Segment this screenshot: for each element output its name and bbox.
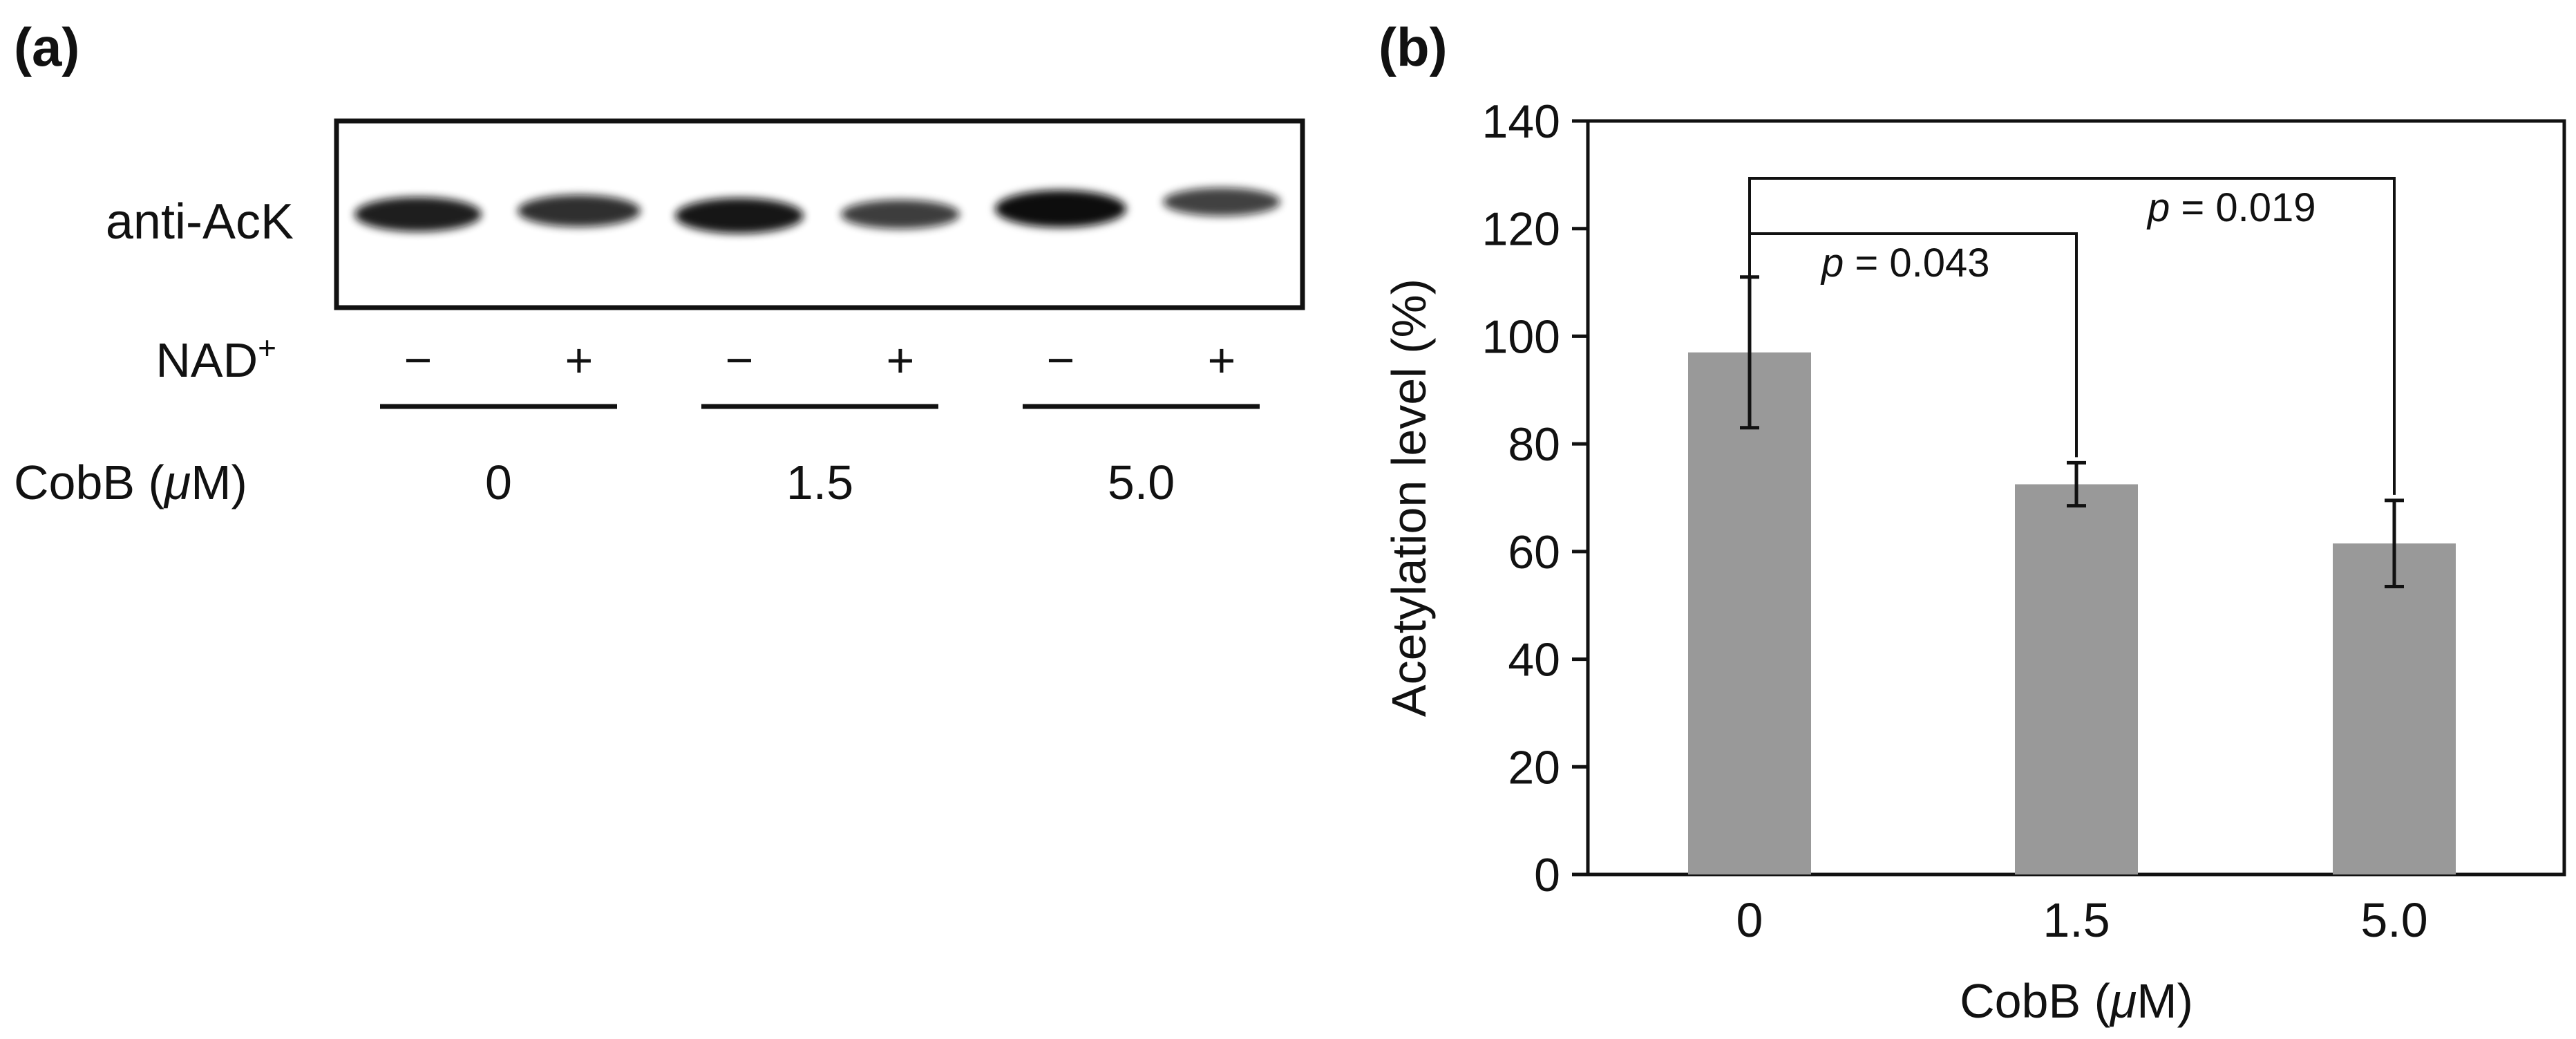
nad-sign-lane-4: + [887, 333, 915, 387]
x-tick-label-3: 5.0 [2360, 893, 2427, 947]
p-value-label-1: p = 0.043 [1820, 241, 1990, 286]
nad-sign-lane-6: + [1208, 333, 1236, 387]
y-tick-label-0: 0 [1534, 849, 1560, 901]
concentration-label-1: 0 [485, 456, 512, 509]
y-tick-label-40: 40 [1508, 634, 1560, 686]
significance-brackets: p = 0.043 p = 0.019 [1748, 177, 2396, 495]
band-lane-5 [995, 190, 1126, 227]
y-tick-label-120: 120 [1482, 203, 1560, 256]
nad-sign-lane-1: − [404, 333, 433, 387]
significance-bracket-2 [1748, 177, 2396, 495]
y-tick-label-100: 100 [1482, 310, 1560, 363]
bar-0 [1688, 352, 1811, 874]
y-tick-label-60: 60 [1508, 526, 1560, 579]
band-lane-4 [841, 199, 960, 230]
x-axis-label: CobB (μM) [1960, 974, 2193, 1028]
concentration-row: 0 1.5 5.0 [485, 456, 1175, 509]
panel-a-label: (a) [14, 17, 79, 77]
nad-sign-row: − + − + − + [404, 333, 1236, 387]
band-lane-1 [354, 196, 482, 232]
band-lane-6 [1163, 187, 1280, 216]
band-lane-2 [518, 194, 641, 227]
x-tick-label-2: 1.5 [2043, 893, 2110, 947]
cobb-label: CobB (μM) [14, 456, 247, 509]
bar-1.5 [2015, 484, 2138, 874]
western-blot-bands [354, 187, 1280, 234]
y-tick-label-140: 140 [1482, 95, 1560, 148]
y-tick-label-20: 20 [1508, 741, 1560, 794]
error-bars [1740, 275, 2404, 588]
nad-sign-lane-5: − [1047, 333, 1075, 387]
x-axis: 0 1.5 5.0 [1736, 893, 2428, 947]
y-axis-label: Acetylation level (%) [1382, 279, 1436, 717]
p-value-label-2: p = 0.019 [2146, 185, 2316, 230]
panel-b-label: (b) [1379, 17, 1448, 77]
x-tick-label-1: 0 [1736, 893, 1763, 947]
y-axis: 0 20 40 60 80 100 120 140 [1482, 95, 1588, 901]
nad-label: NAD+ [155, 330, 276, 387]
concentration-label-3: 5.0 [1108, 456, 1175, 509]
bar-5.0 [2333, 543, 2456, 874]
blot-antibody-label: anti-AcK [106, 194, 294, 250]
band-lane-3 [675, 198, 804, 234]
nad-sign-lane-2: + [565, 333, 594, 387]
y-tick-label-80: 80 [1508, 418, 1560, 471]
concentration-label-2: 1.5 [786, 456, 853, 509]
nad-sign-lane-3: − [726, 333, 754, 387]
bar-series [1688, 352, 2456, 874]
western-blot-frame [334, 118, 1305, 310]
